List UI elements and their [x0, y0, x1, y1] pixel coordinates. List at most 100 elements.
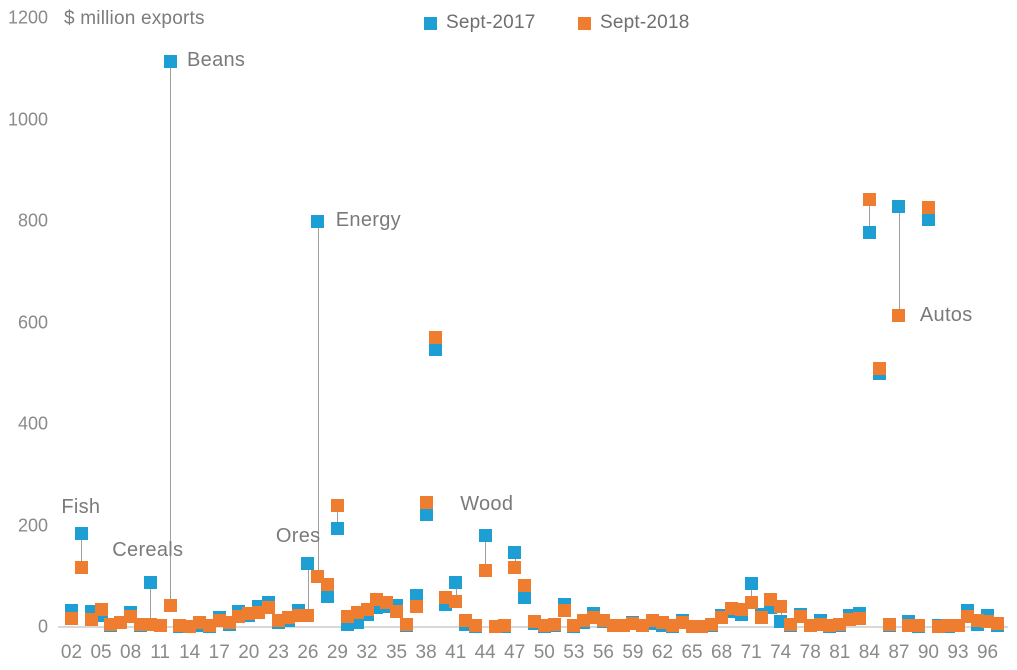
data-point-sept-2018-ch06 [104, 618, 118, 632]
data-point-sept-2017-ch26 [301, 556, 315, 570]
data-point-sept-2018-ch43 [468, 619, 482, 633]
connector-line-ch41 [455, 582, 457, 602]
data-point-sept-2018-ch91 [931, 619, 945, 633]
x-axis-tick-65: 65 [681, 642, 703, 663]
data-point-sept-2018-ch55 [587, 610, 601, 624]
data-point-sept-2018-ch74 [774, 599, 788, 613]
data-point-sept-2018-ch79 [813, 618, 827, 632]
data-point-sept-2018-ch85 [872, 361, 886, 375]
data-point-sept-2018-ch78 [803, 618, 817, 632]
data-point-sept-2018-ch95 [971, 614, 985, 628]
data-point-sept-2017-ch74 [774, 615, 788, 629]
x-axis-tick-29: 29 [326, 642, 348, 663]
connector-line-ch47 [514, 552, 516, 568]
chart-legend: Sept-2017 Sept-2018 [0, 0, 1017, 40]
x-axis-tick-93: 93 [947, 642, 969, 663]
data-point-sept-2018-ch81 [833, 617, 847, 631]
data-point-sept-2018-ch26 [301, 609, 315, 623]
data-point-sept-2018-ch51 [547, 618, 561, 632]
data-point-sept-2018-ch69 [724, 601, 738, 615]
y-axis-tick-200: 200 [17, 515, 48, 535]
x-axis-tick-53: 53 [563, 642, 585, 663]
data-point-sept-2018-ch72 [754, 610, 768, 624]
annotation-beans: Beans [187, 49, 246, 72]
data-point-sept-2017-ch39 [429, 343, 443, 357]
x-axis-tick-08: 08 [120, 642, 142, 663]
y-axis-tick-600: 600 [17, 312, 48, 332]
data-point-sept-2018-ch86 [882, 618, 896, 632]
data-point-sept-2018-ch19 [232, 609, 246, 623]
data-point-sept-2018-ch68 [715, 610, 729, 624]
data-point-sept-2018-ch25 [291, 609, 305, 623]
data-point-sept-2018-ch56 [596, 613, 610, 627]
data-point-sept-2018-ch31 [350, 605, 364, 619]
y-axis-tick-1200: 1200 [7, 7, 48, 28]
data-point-sept-2017-ch37 [409, 589, 423, 603]
annotation-autos: Autos [919, 303, 973, 326]
connector-line-ch29 [337, 505, 339, 529]
data-point-sept-2018-ch18 [222, 616, 236, 630]
data-point-sept-2018-ch11 [153, 618, 167, 632]
data-point-sept-2018-ch88 [902, 618, 916, 632]
data-point-sept-2018-ch84 [862, 192, 876, 206]
x-axis-tick-71: 71 [740, 642, 762, 663]
data-point-sept-2018-ch92 [941, 619, 955, 633]
data-point-sept-2018-ch10 [143, 617, 157, 631]
connector-line-ch03 [81, 533, 83, 568]
data-point-sept-2018-ch45 [488, 619, 502, 633]
x-axis-tick-68: 68 [711, 642, 733, 663]
connector-line-ch10 [150, 582, 152, 625]
data-point-sept-2017-ch41 [449, 575, 463, 589]
data-point-sept-2018-ch52 [557, 603, 571, 617]
y-axis-tick-800: 800 [17, 210, 48, 231]
connector-line-ch84 [869, 199, 871, 233]
connector-line-ch27 [317, 221, 319, 577]
data-point-sept-2018-ch70 [734, 602, 748, 616]
data-point-sept-2017-ch27 [311, 214, 325, 228]
connector-line-ch71 [751, 583, 753, 603]
data-point-sept-2018-ch33 [370, 592, 384, 606]
data-point-sept-2018-ch02 [65, 611, 78, 625]
x-axis-tick-59: 59 [622, 642, 644, 663]
x-axis-tick-62: 62 [651, 642, 674, 663]
connector-line-ch74 [780, 606, 782, 622]
data-point-sept-2018-ch15 [193, 616, 207, 630]
x-axis-tick-90: 90 [917, 642, 939, 663]
data-point-sept-2017-ch71 [744, 576, 758, 590]
data-point-sept-2018-ch20 [242, 606, 256, 620]
data-point-sept-2018-ch90 [921, 200, 935, 214]
data-point-sept-2018-ch17 [212, 614, 226, 628]
connector-line-ch12 [170, 61, 171, 606]
data-point-sept-2018-ch66 [695, 619, 709, 633]
data-point-sept-2018-ch61 [646, 613, 660, 627]
data-point-sept-2018-ch73 [764, 592, 778, 606]
annotation-ores: Ores [275, 525, 321, 548]
data-point-sept-2018-ch38 [419, 495, 433, 509]
data-point-sept-2018-ch63 [665, 618, 679, 632]
x-axis-tick-05: 05 [90, 642, 112, 663]
x-axis-tick-81: 81 [829, 642, 851, 663]
x-axis-tick-56: 56 [592, 642, 614, 663]
connector-line-ch87 [898, 206, 900, 316]
data-point-sept-2018-ch46 [498, 619, 512, 633]
x-axis-tick-41: 41 [445, 642, 467, 663]
data-point-sept-2017-ch90 [921, 212, 935, 226]
data-point-sept-2018-ch23 [271, 614, 285, 628]
x-axis-tick-32: 32 [356, 642, 378, 663]
data-point-sept-2018-ch57 [606, 619, 620, 633]
data-point-sept-2018-ch76 [793, 609, 807, 623]
data-point-sept-2018-ch29 [330, 498, 344, 512]
connector-line-ch26 [307, 563, 309, 616]
data-point-sept-2018-ch09 [133, 618, 147, 632]
data-point-sept-2018-ch60 [636, 618, 650, 632]
data-point-sept-2018-ch30 [340, 609, 354, 623]
x-axis-tick-78: 78 [799, 642, 821, 663]
data-point-sept-2018-ch82 [843, 613, 857, 627]
data-point-sept-2018-ch32 [360, 602, 374, 616]
data-point-sept-2018-ch40 [439, 590, 453, 604]
data-point-sept-2018-ch05 [94, 602, 108, 616]
data-point-sept-2018-ch03 [74, 560, 88, 574]
data-point-sept-2018-ch62 [656, 615, 669, 629]
data-point-sept-2018-ch27 [311, 569, 325, 583]
x-axis-tick-96: 96 [976, 642, 999, 663]
